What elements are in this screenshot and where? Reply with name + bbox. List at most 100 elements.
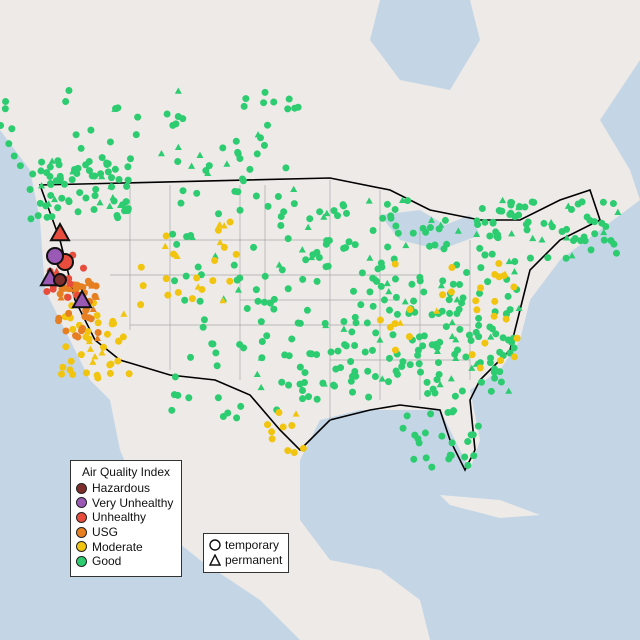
temporary-monitor-marker[interactable] <box>257 318 265 326</box>
temporary-monitor-marker[interactable] <box>252 286 260 294</box>
permanent-monitor-marker[interactable] <box>452 354 460 361</box>
temporary-monitor-marker[interactable] <box>481 339 489 347</box>
temporary-monitor-marker[interactable] <box>301 379 309 387</box>
temporary-monitor-marker[interactable] <box>475 321 483 329</box>
permanent-monitor-marker[interactable] <box>282 351 290 359</box>
temporary-monitor-marker[interactable] <box>450 407 458 415</box>
permanent-monitor-marker[interactable] <box>433 347 441 354</box>
temporary-monitor-marker[interactable] <box>470 452 478 460</box>
permanent-monitor-marker[interactable] <box>515 202 523 209</box>
temporary-monitor-marker[interactable] <box>67 357 75 365</box>
temporary-monitor-marker[interactable] <box>111 165 119 173</box>
temporary-monitor-marker[interactable] <box>193 274 201 282</box>
temporary-monitor-marker[interactable] <box>82 333 90 341</box>
permanent-monitor-marker[interactable] <box>547 218 555 226</box>
temporary-monitor-marker[interactable] <box>162 232 170 240</box>
permanent-monitor-marker[interactable] <box>437 282 445 289</box>
temporary-monitor-marker[interactable] <box>261 272 269 280</box>
temporary-monitor-marker[interactable] <box>463 268 471 276</box>
temporary-monitor-marker[interactable] <box>298 387 306 394</box>
temporary-monitor-marker[interactable] <box>114 357 122 365</box>
temporary-monitor-marker[interactable] <box>278 378 286 386</box>
permanent-monitor-marker[interactable] <box>366 254 374 261</box>
temporary-monitor-marker[interactable] <box>65 197 73 205</box>
temporary-monitor-marker[interactable] <box>322 263 330 271</box>
temporary-monitor-marker[interactable] <box>285 95 293 103</box>
temporary-monitor-marker[interactable] <box>77 327 85 335</box>
temporary-monitor-marker[interactable] <box>351 342 359 350</box>
temporary-monitor-marker[interactable] <box>424 389 432 397</box>
temporary-monitor-marker[interactable] <box>177 199 185 207</box>
permanent-monitor-marker[interactable] <box>298 246 306 253</box>
temporary-monitor-marker[interactable] <box>242 95 250 103</box>
temporary-monitor-marker[interactable] <box>47 181 55 189</box>
temporary-monitor-marker[interactable] <box>419 342 427 350</box>
temporary-monitor-marker[interactable] <box>27 215 35 223</box>
temporary-monitor-marker[interactable] <box>474 422 482 430</box>
temporary-monitor-marker[interactable] <box>339 201 347 209</box>
permanent-monitor-marker[interactable] <box>402 241 410 249</box>
temporary-monitor-marker[interactable] <box>458 299 466 307</box>
permanent-monitor-marker[interactable] <box>383 279 391 287</box>
temporary-monitor-marker[interactable] <box>1 105 9 113</box>
temporary-monitor-marker[interactable] <box>434 359 442 367</box>
permanent-monitor-marker[interactable] <box>38 182 46 189</box>
temporary-monitor-marker[interactable] <box>171 277 179 285</box>
temporary-monitor-marker[interactable] <box>586 216 594 224</box>
temporary-monitor-marker[interactable] <box>104 168 112 176</box>
temporary-monitor-marker[interactable] <box>372 329 380 337</box>
temporary-monitor-marker[interactable] <box>88 172 96 180</box>
temporary-monitor-marker[interactable] <box>383 200 391 208</box>
temporary-monitor-marker[interactable] <box>473 217 481 225</box>
temporary-monitor-marker[interactable] <box>243 304 251 312</box>
temporary-monitor-marker[interactable] <box>334 212 342 220</box>
temporary-monitor-marker[interactable] <box>46 247 64 265</box>
temporary-monitor-marker[interactable] <box>384 243 392 251</box>
temporary-monitor-marker[interactable] <box>275 409 283 417</box>
temporary-monitor-marker[interactable] <box>571 234 579 242</box>
temporary-monitor-marker[interactable] <box>313 395 321 403</box>
temporary-monitor-marker[interactable] <box>481 251 489 259</box>
temporary-monitor-marker[interactable] <box>447 288 455 296</box>
temporary-monitor-marker[interactable] <box>610 240 618 248</box>
permanent-monitor-marker[interactable] <box>396 319 404 326</box>
temporary-monitor-marker[interactable] <box>294 103 302 111</box>
temporary-monitor-marker[interactable] <box>580 233 588 241</box>
temporary-monitor-marker[interactable] <box>507 209 515 217</box>
temporary-monitor-marker[interactable] <box>82 194 90 202</box>
temporary-monitor-marker[interactable] <box>268 428 276 436</box>
temporary-monitor-marker[interactable] <box>499 334 507 342</box>
temporary-monitor-marker[interactable] <box>456 325 464 333</box>
permanent-monitor-marker[interactable] <box>234 286 242 293</box>
permanent-monitor-marker[interactable] <box>398 196 406 204</box>
temporary-monitor-marker[interactable] <box>108 320 116 328</box>
temporary-monitor-marker[interactable] <box>422 454 430 462</box>
permanent-monitor-marker[interactable] <box>340 325 348 332</box>
temporary-monitor-marker[interactable] <box>64 293 72 301</box>
permanent-monitor-marker[interactable] <box>452 336 460 343</box>
temporary-monitor-marker[interactable] <box>82 307 90 315</box>
temporary-monitor-marker[interactable] <box>365 393 373 401</box>
temporary-monitor-marker[interactable] <box>391 275 399 283</box>
temporary-monitor-marker[interactable] <box>290 449 298 457</box>
temporary-monitor-marker[interactable] <box>226 218 234 226</box>
temporary-monitor-marker[interactable] <box>163 110 171 118</box>
temporary-monitor-marker[interactable] <box>62 97 70 105</box>
temporary-monitor-marker[interactable] <box>72 332 80 340</box>
permanent-monitor-marker[interactable] <box>372 276 380 283</box>
permanent-monitor-marker[interactable] <box>57 294 65 301</box>
temporary-monitor-marker[interactable] <box>16 162 24 170</box>
temporary-monitor-marker[interactable] <box>290 200 298 208</box>
permanent-monitor-marker[interactable] <box>106 202 114 209</box>
temporary-monitor-marker[interactable] <box>220 243 228 251</box>
permanent-monitor-marker[interactable] <box>88 282 96 289</box>
temporary-monitor-marker[interactable] <box>124 176 132 184</box>
temporary-monitor-marker[interactable] <box>321 319 329 327</box>
temporary-monitor-marker[interactable] <box>179 187 187 195</box>
temporary-monitor-marker[interactable] <box>458 387 466 395</box>
temporary-monitor-marker[interactable] <box>268 435 276 443</box>
temporary-monitor-marker[interactable] <box>114 214 122 222</box>
temporary-monitor-marker[interactable] <box>60 180 68 188</box>
temporary-monitor-marker[interactable] <box>357 301 365 309</box>
temporary-monitor-marker[interactable] <box>103 330 111 338</box>
